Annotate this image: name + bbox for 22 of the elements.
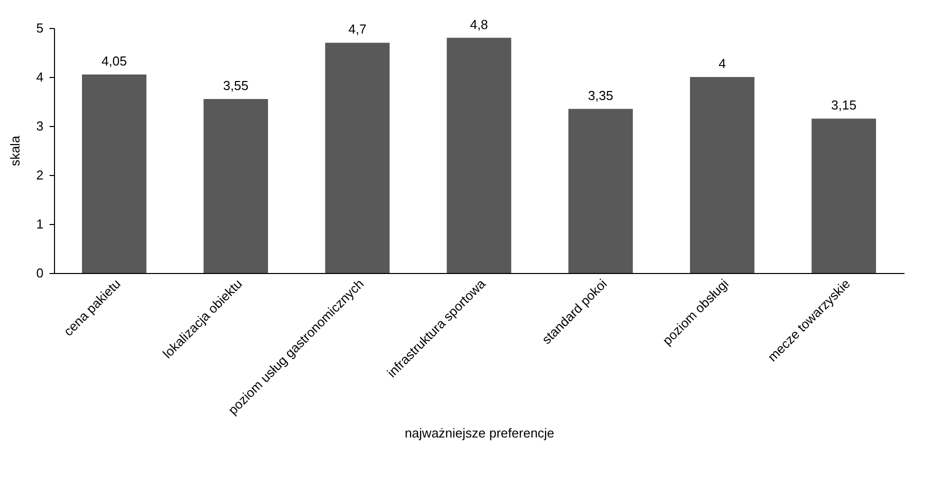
data-label: 3,15 [831, 98, 856, 113]
bar [446, 38, 512, 273]
bar [812, 118, 876, 273]
y-tick-label: 4 [36, 70, 44, 84]
data-label: 4,05 [102, 54, 127, 69]
bar [325, 42, 390, 273]
y-tick-label: 3 [36, 118, 44, 134]
x-axis-title: najważniejsze preferencje [404, 425, 554, 440]
bar [568, 108, 633, 273]
y-tick-label: 5 [36, 20, 44, 36]
y-tick-label: 2 [36, 168, 44, 182]
bar [690, 77, 754, 273]
data-label: 4 [718, 56, 726, 71]
data-label: 3,55 [223, 78, 248, 94]
bar [82, 74, 146, 273]
bar [204, 99, 268, 273]
y-tick-label: 1 [36, 216, 44, 232]
data-label: 4,7 [348, 22, 366, 37]
data-label: 4,8 [470, 16, 488, 32]
y-axis-title: skala [7, 135, 22, 166]
y-tick-label: 0 [36, 266, 44, 280]
data-label: 3,35 [588, 88, 614, 103]
